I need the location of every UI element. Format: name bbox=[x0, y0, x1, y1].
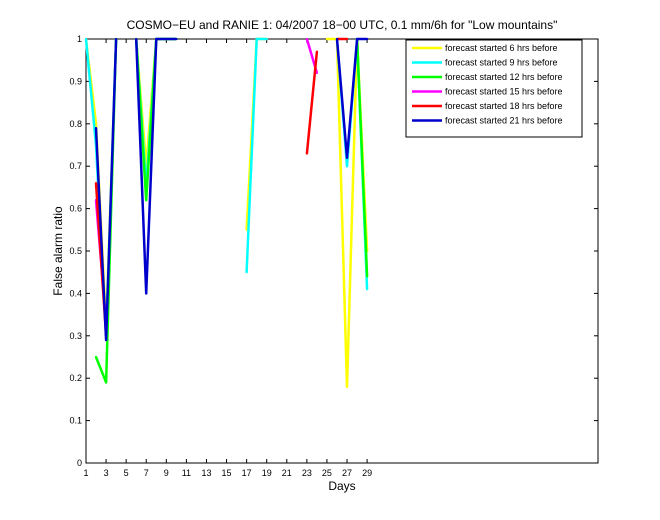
data-point bbox=[255, 38, 258, 40]
data-point bbox=[315, 71, 318, 74]
legend: forecast started 6 hrs before forecast st… bbox=[405, 39, 583, 138]
x-tick-label: 7 bbox=[144, 468, 149, 478]
data-point bbox=[356, 38, 359, 40]
data-point bbox=[145, 292, 148, 295]
x-tick-label: 29 bbox=[362, 468, 372, 478]
y-tick-label: 0.5 bbox=[69, 246, 82, 256]
x-tick-label: 21 bbox=[282, 468, 292, 478]
data-point bbox=[155, 38, 158, 40]
legend-entry: forecast started 9 hrs before bbox=[445, 58, 558, 68]
x-tick-label: 27 bbox=[342, 468, 352, 478]
x-axis-label: Days bbox=[328, 479, 355, 493]
y-tick-label: 0 bbox=[77, 458, 82, 468]
data-point bbox=[265, 38, 268, 40]
data-point bbox=[95, 356, 98, 358]
x-tick-label: 3 bbox=[104, 468, 109, 478]
series-6 bbox=[94, 37, 369, 342]
data-point bbox=[346, 38, 349, 40]
y-tick-label: 0.6 bbox=[69, 204, 82, 214]
data-point bbox=[245, 228, 248, 231]
data-point bbox=[335, 38, 338, 40]
data-point bbox=[115, 38, 118, 40]
data-point bbox=[305, 38, 308, 40]
data-point bbox=[366, 38, 369, 40]
data-point bbox=[366, 288, 369, 291]
y-tick-label: 1 bbox=[77, 34, 82, 44]
series-layer bbox=[84, 37, 369, 388]
data-point bbox=[366, 275, 369, 278]
data-point bbox=[105, 381, 108, 384]
data-point bbox=[346, 385, 349, 388]
x-tick-label: 13 bbox=[201, 468, 211, 478]
data-point bbox=[346, 156, 349, 159]
x-tick-label: 17 bbox=[242, 468, 252, 478]
data-point bbox=[175, 38, 178, 40]
y-tick-label: 0.1 bbox=[69, 416, 82, 426]
data-point bbox=[346, 165, 349, 168]
data-point bbox=[95, 122, 98, 125]
legend-entry: forecast started 12 hrs before bbox=[445, 72, 563, 82]
data-point bbox=[105, 339, 108, 342]
y-tick-label: 0.2 bbox=[69, 373, 82, 383]
data-point bbox=[135, 38, 138, 40]
y-tick-label: 0.7 bbox=[69, 161, 82, 171]
data-point bbox=[315, 50, 318, 53]
data-point bbox=[325, 38, 328, 40]
y-tick-label: 0.3 bbox=[69, 331, 82, 341]
x-tick-label: 9 bbox=[164, 468, 169, 478]
x-tick-label: 19 bbox=[262, 468, 272, 478]
x-tick-label: 23 bbox=[302, 468, 312, 478]
x-tick-label: 11 bbox=[182, 468, 191, 478]
legend-entry: forecast started 15 hrs before bbox=[445, 87, 563, 97]
data-point bbox=[245, 271, 248, 274]
data-point bbox=[145, 199, 148, 202]
axis-ticks: 1 3 5 7 9 11 13 15 17 19 21 23 25 27 2900.10.20.30.40.… bbox=[69, 34, 598, 478]
y-axis-label: False alarm ratio bbox=[51, 206, 65, 296]
data-point bbox=[95, 182, 98, 185]
legend-entry: forecast started 21 hrs before bbox=[445, 116, 563, 126]
data-point bbox=[95, 127, 98, 130]
legend-entry: forecast started 18 hrs before bbox=[445, 101, 563, 111]
x-tick-label: 25 bbox=[322, 468, 332, 478]
x-tick-label: 1 bbox=[83, 468, 88, 478]
x-tick-label: 5 bbox=[124, 468, 129, 478]
y-tick-label: 0.4 bbox=[69, 288, 82, 298]
data-point bbox=[85, 38, 87, 40]
x-tick-label: 15 bbox=[222, 468, 232, 478]
data-point bbox=[145, 165, 148, 168]
chart-title: COSMO−EU and RANIE 1: 04/2007 18−00 UTC,… bbox=[127, 18, 558, 32]
data-point bbox=[165, 38, 168, 40]
legend-entry: forecast started 6 hrs before bbox=[445, 43, 558, 53]
y-tick-label: 0.8 bbox=[69, 119, 82, 129]
y-tick-label: 0.9 bbox=[69, 76, 82, 86]
data-point bbox=[305, 152, 308, 155]
